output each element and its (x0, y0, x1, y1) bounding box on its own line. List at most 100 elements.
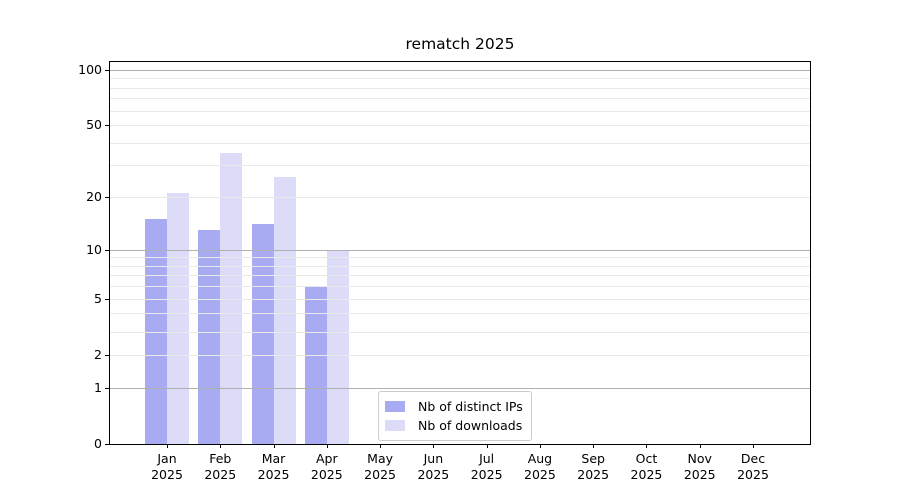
gridline-minor-70 (110, 98, 810, 100)
xtick-mark-aug (539, 444, 541, 448)
xtick-label-jan: Jan 2025 (127, 451, 207, 482)
ytick-mark-1 (105, 387, 109, 389)
xtick-year: 2025 (364, 466, 396, 482)
gridline-minor-5 (110, 298, 810, 300)
ytick-mark-20 (105, 197, 109, 199)
legend-item-distinct-ips: Nb of distinct IPs (385, 399, 523, 414)
gridline-minor-8 (110, 265, 810, 267)
xtick-label-aug: Aug 2025 (500, 451, 580, 482)
xtick-mark-jun (433, 444, 435, 448)
xtick-label-jun: Jun 2025 (393, 451, 473, 482)
xtick-mark-mar (273, 444, 275, 448)
xtick-mark-dec (753, 444, 754, 448)
xtick-label-nov: Nov 2025 (660, 451, 740, 482)
xtick-label-oct: Oct 2025 (606, 451, 686, 482)
xtick-year: 2025 (630, 466, 663, 482)
xtick-month: Aug (527, 451, 553, 466)
xtick-month: Oct (635, 451, 658, 466)
xtick-mark-jul (486, 444, 488, 448)
ytick-mark-10 (105, 249, 109, 251)
xtick-year: 2025 (577, 466, 610, 482)
legend-swatch-distinct-ips (385, 401, 405, 412)
legend-swatch-downloads (385, 420, 405, 431)
xtick-mark-may (380, 444, 382, 448)
ytick-mark-0 (105, 444, 109, 445)
xtick-label-sep: Sep 2025 (553, 451, 633, 482)
xtick-month: Jan (157, 451, 177, 466)
xtick-month: Jul (479, 451, 495, 466)
ytick-label-50: 50 (86, 117, 102, 133)
bar-nb-of-distinct-ips-mar (251, 224, 274, 444)
ytick-mark-5 (105, 298, 109, 300)
bar-nb-of-distinct-ips-apr (304, 286, 327, 444)
gridline-minor-2 (110, 354, 810, 356)
bar-nb-of-downloads-jan (167, 193, 189, 444)
gridline-minor-30 (110, 165, 810, 167)
gridline-minor-80 (110, 87, 810, 89)
xtick-label-jul: Jul 2025 (447, 451, 527, 482)
gridline-minor-3 (110, 331, 810, 333)
xtick-label-feb: Feb 2025 (180, 451, 260, 482)
xtick-month: Dec (740, 451, 766, 466)
xtick-year: 2025 (524, 466, 556, 482)
xtick-month: Sep (581, 451, 605, 466)
gridline-major-100 (110, 69, 810, 71)
gridline-minor-9 (110, 257, 810, 259)
ytick-mark-2 (105, 354, 109, 356)
xtick-mark-oct (646, 444, 648, 448)
xtick-mark-feb (220, 444, 222, 448)
xtick-mark-sep (593, 444, 595, 448)
ytick-label-5: 5 (94, 290, 102, 306)
xtick-mark-nov (699, 444, 701, 448)
gridline-minor-20 (110, 197, 810, 199)
ytick-label-0: 0 (94, 436, 102, 451)
xtick-year: 2025 (683, 466, 716, 482)
ytick-label-10: 10 (86, 241, 102, 257)
xtick-mark-jan (167, 444, 168, 448)
xtick-label-mar: Mar 2025 (234, 451, 314, 482)
xtick-month: Nov (687, 451, 712, 466)
plot-area: Nb of distinct IPs Nb of downloads (109, 61, 811, 445)
xtick-year: 2025 (470, 466, 503, 482)
gridline-minor-40 (110, 142, 810, 144)
bar-nb-of-downloads-apr (326, 249, 349, 444)
xtick-year: 2025 (204, 466, 237, 482)
legend-label-distinct-ips: Nb of distinct IPs (418, 399, 523, 414)
gridline-minor-7 (110, 275, 810, 277)
bar-nb-of-distinct-ips-feb (198, 229, 221, 444)
xtick-label-may: May 2025 (340, 451, 420, 482)
bar-nb-of-downloads-mar (273, 176, 296, 444)
xtick-year: 2025 (417, 466, 450, 482)
xtick-month: May (367, 451, 393, 466)
gridline-minor-4 (110, 313, 810, 315)
xtick-month: Jun (423, 451, 444, 466)
legend: Nb of distinct IPs Nb of downloads (378, 391, 532, 441)
ytick-label-20: 20 (86, 189, 102, 205)
gridline-major-10 (110, 249, 810, 251)
gridline-minor-90 (110, 78, 810, 80)
xtick-month: Apr (316, 451, 338, 466)
chart-title: rematch 2025 (405, 35, 515, 53)
ytick-label-2: 2 (94, 346, 102, 362)
gridline-minor-50 (110, 125, 810, 127)
xtick-label-dec: Dec 2025 (713, 451, 793, 482)
ytick-label-1: 1 (94, 379, 102, 395)
ytick-label-100: 100 (78, 61, 102, 77)
xtick-year: 2025 (257, 466, 290, 482)
xtick-month: Mar (261, 451, 286, 466)
xtick-mark-apr (326, 444, 328, 448)
xtick-month: Feb (209, 451, 232, 466)
legend-item-downloads: Nb of downloads (385, 418, 523, 433)
ytick-mark-100 (105, 69, 109, 71)
gridline-minor-6 (110, 286, 810, 288)
legend-label-downloads: Nb of downloads (418, 418, 523, 433)
grid-layer (110, 62, 810, 444)
ytick-mark-50 (105, 125, 109, 127)
xtick-year: 2025 (737, 466, 769, 482)
gridline-major-1 (110, 387, 810, 389)
gridline-minor-60 (110, 110, 810, 112)
xtick-label-apr: Apr 2025 (287, 451, 367, 482)
xtick-year: 2025 (151, 466, 183, 482)
xtick-year: 2025 (310, 466, 343, 482)
